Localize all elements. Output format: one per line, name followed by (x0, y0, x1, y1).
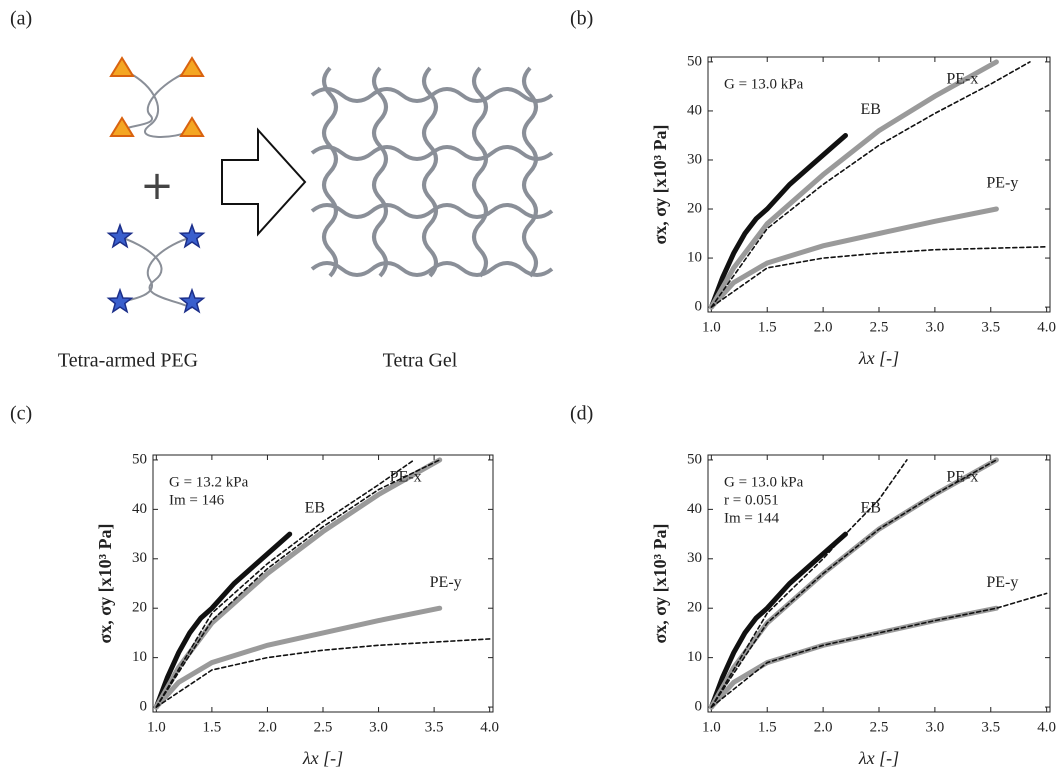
y-tick-label: 0 (695, 698, 703, 714)
y-tick-label: 0 (140, 698, 148, 714)
x-tick-label: 4.0 (1037, 319, 1056, 335)
model-curve (710, 592, 1048, 708)
annotation: r = 0.051 (724, 492, 779, 508)
x-tick-label: 2.5 (870, 719, 889, 735)
y-tick-label: 20 (687, 200, 702, 216)
star (178, 287, 206, 314)
x-tick-label: 1.5 (758, 719, 777, 735)
y-tick-label: 50 (687, 53, 702, 69)
mesh-strand (522, 66, 538, 278)
curve-label: PE-y (986, 574, 1018, 591)
curve-label: PE-x (946, 71, 978, 88)
model-curve (710, 459, 908, 708)
x-tick-label: 3.5 (981, 719, 1000, 735)
x-tick-label: 4.0 (1037, 719, 1056, 735)
model-curve (155, 459, 441, 708)
data-curve (153, 457, 443, 710)
x-tick-label: 2.0 (814, 719, 833, 735)
x-tick-label: 2.0 (258, 719, 277, 735)
plus: + (140, 163, 174, 209)
annotation: G = 13.2 kPa (169, 474, 249, 490)
panel-label: (a) (10, 8, 32, 30)
stars (106, 222, 206, 314)
x-tick-label: 2.0 (814, 319, 833, 335)
annotation: Im = 146 (169, 492, 225, 508)
model-curve (710, 246, 1048, 308)
mesh-strand (422, 66, 438, 278)
y-tick-label: 30 (687, 151, 702, 167)
star (106, 222, 134, 249)
data-curve (708, 59, 999, 310)
star (106, 287, 134, 314)
y-tick-label: 30 (132, 550, 147, 566)
caption: Tetra Gel (383, 350, 458, 372)
mesh-strand (372, 66, 388, 278)
tetra-peg-bottom (119, 236, 193, 309)
annotation: G = 13.0 kPa (724, 76, 804, 92)
mesh-strand (472, 66, 488, 278)
x-axis-label: λx [-] (302, 748, 343, 768)
tetra-peg-top (121, 69, 193, 138)
y-tick-label: 50 (687, 451, 702, 467)
panel-label: (c) (10, 403, 32, 425)
caption: Tetra-armed PEG (58, 350, 198, 372)
annotation: Im = 144 (724, 510, 780, 526)
curve-label: PE-y (986, 175, 1018, 192)
y-tick-label: 40 (687, 102, 702, 118)
mesh-strand (310, 203, 554, 219)
mesh-strand (310, 145, 554, 161)
model-curve (710, 61, 1031, 308)
curve-label: PE-x (946, 469, 978, 486)
curve-label: PE-y (430, 574, 462, 591)
annotation: G = 13.0 kPa (724, 474, 804, 490)
data-curve (708, 133, 848, 310)
mesh-strand (310, 261, 554, 277)
y-tick-label: 50 (132, 451, 147, 467)
y-axis-label: σx, σy [x10³ Pa] (95, 524, 115, 644)
x-tick-label: 4.0 (480, 719, 499, 735)
x-tick-label: 1.0 (702, 319, 721, 335)
data-curve (153, 531, 293, 710)
tetra-gel-network (310, 66, 554, 278)
triangles (109, 56, 205, 137)
data-curve (153, 605, 443, 710)
data-curve (708, 206, 999, 310)
x-tick-label: 3.5 (425, 719, 444, 735)
y-axis-label: σx, σy [x10³ Pa] (650, 125, 670, 245)
panel-label: (d) (570, 403, 593, 425)
x-axis-label: λx [-] (858, 348, 899, 368)
y-tick-label: 30 (687, 550, 702, 566)
model-curve (155, 459, 415, 708)
y-tick-label: 10 (687, 249, 702, 265)
y-tick-label: 20 (132, 600, 147, 616)
mesh-strand (322, 66, 338, 278)
panel-label: (b) (570, 8, 593, 30)
y-axis-label: σx, σy [x10³ Pa] (650, 524, 670, 644)
y-tick-label: 40 (132, 501, 147, 517)
x-tick-label: 1.0 (702, 719, 721, 735)
x-tick-label: 2.5 (314, 719, 333, 735)
y-tick-label: 10 (687, 649, 702, 665)
x-tick-label: 3.0 (369, 719, 388, 735)
x-tick-label: 3.0 (926, 719, 945, 735)
x-tick-label: 1.5 (758, 319, 777, 335)
x-tick-label: 2.5 (870, 319, 889, 335)
y-tick-label: 10 (132, 649, 147, 665)
arrow (221, 127, 307, 237)
x-tick-label: 3.0 (926, 319, 945, 335)
model-curve (710, 459, 998, 708)
star (178, 222, 206, 249)
data-curve (708, 531, 848, 710)
curve-label: EB (305, 500, 325, 517)
x-tick-label: 1.5 (203, 719, 222, 735)
x-tick-label: 3.5 (981, 319, 1000, 335)
y-tick-label: 20 (687, 600, 702, 616)
y-tick-label: 40 (687, 501, 702, 517)
curve-label: EB (860, 101, 880, 118)
y-tick-label: 0 (695, 299, 703, 315)
x-axis-label: λx [-] (858, 748, 899, 768)
x-tick-label: 1.0 (147, 719, 166, 735)
model-curve (155, 638, 491, 708)
